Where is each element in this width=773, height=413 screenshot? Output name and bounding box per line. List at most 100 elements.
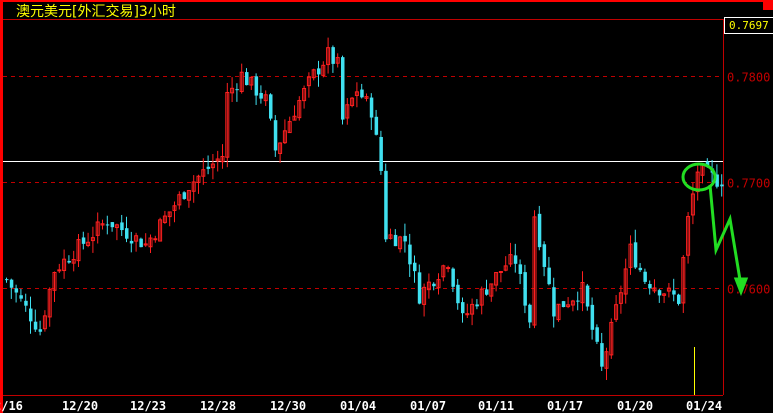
- x-tick-label: 12/28: [200, 399, 236, 413]
- candle-body-down: [672, 290, 676, 295]
- candle-body-up: [297, 100, 302, 119]
- candle-body-up: [465, 313, 470, 316]
- candle-body-up: [652, 287, 657, 292]
- candle-body-down: [456, 284, 460, 304]
- candle-body-down: [715, 174, 719, 187]
- candle-body-down: [537, 213, 542, 248]
- candle-body-up: [311, 69, 316, 79]
- candle-body-up: [287, 121, 292, 134]
- last-price-label: 0.7697: [724, 17, 773, 34]
- x-tick-label: 01/07: [410, 399, 446, 413]
- x-tick-label: 01/20: [617, 399, 653, 413]
- x-tick-label: 01/04: [340, 399, 376, 413]
- candle-body-up: [566, 304, 571, 308]
- candle-body-down: [235, 89, 239, 91]
- candle-body-up: [618, 292, 623, 304]
- candle-body-down: [518, 264, 523, 274]
- y-tick-label: 0.7600: [727, 283, 770, 297]
- candle-body-up: [167, 211, 172, 218]
- arrow-head-icon: [733, 277, 749, 297]
- candle-body-down: [29, 308, 33, 322]
- candle-body-down: [81, 237, 86, 244]
- candle-body-up: [143, 243, 148, 246]
- candle-body-down: [561, 301, 566, 308]
- candle-body-up: [532, 216, 537, 326]
- candle-body-up: [95, 221, 100, 236]
- candle-body-up: [628, 243, 633, 268]
- candle-body-up: [225, 91, 230, 158]
- candle-body-up: [690, 193, 695, 216]
- candle-body-up: [76, 239, 81, 262]
- candle-body-up: [662, 293, 667, 296]
- candle-body-up: [177, 194, 182, 206]
- candle-body-down: [273, 120, 278, 151]
- candle-body-up: [470, 303, 475, 315]
- candle-body-up: [42, 315, 47, 330]
- candle-body-down: [139, 238, 143, 248]
- candle-body-up: [422, 286, 427, 305]
- candle-body-down: [120, 222, 124, 231]
- candle-body-down: [451, 268, 455, 287]
- candle-body-up: [503, 265, 508, 271]
- candle-body-down: [403, 235, 407, 242]
- candle-body-up: [278, 142, 283, 154]
- x-tick-label: 01/24: [686, 399, 722, 413]
- x-tick-label: 01/17: [547, 399, 583, 413]
- candle-body-up: [494, 272, 499, 286]
- candle-body-up: [186, 189, 191, 201]
- candle-body-down: [705, 161, 710, 168]
- candle-body-up: [614, 304, 619, 320]
- candle-body-up: [158, 219, 163, 242]
- candle-body-down: [475, 304, 479, 307]
- candle-body-down: [14, 288, 19, 293]
- candle-body-down: [547, 267, 551, 285]
- candle-body-up: [282, 130, 287, 144]
- candle-body-down: [542, 244, 547, 267]
- candle-body-down: [129, 240, 134, 244]
- candle-body-down: [24, 300, 28, 306]
- candle-body-down: [379, 136, 383, 171]
- candle-body-down: [384, 170, 388, 240]
- highlight-circle: [681, 162, 717, 192]
- candle-body-down: [341, 57, 345, 120]
- candle-body-down: [374, 116, 379, 135]
- candle-body-down: [182, 192, 187, 199]
- candle-body-up: [489, 283, 494, 297]
- candle-body-down: [393, 234, 398, 247]
- candle-body-up: [570, 300, 575, 306]
- candle-body-down: [643, 271, 647, 282]
- candle-body-up: [695, 171, 700, 193]
- candle-body-up: [326, 47, 331, 66]
- candle-body-up: [604, 351, 609, 369]
- candle-body-up: [230, 87, 235, 94]
- candle-body-down: [5, 279, 9, 281]
- candle-body-down: [432, 283, 436, 287]
- candle-body-down: [413, 262, 417, 272]
- candle-body-down: [254, 76, 259, 96]
- candle-body-up: [681, 257, 686, 304]
- candle-body-up: [508, 254, 513, 265]
- candle-body-up: [263, 94, 268, 102]
- candle-body-down: [105, 224, 110, 226]
- candle-body-down: [245, 72, 249, 86]
- annotation: [681, 162, 749, 297]
- x-tick-label: 12/23: [130, 399, 166, 413]
- candle-body-down: [657, 290, 662, 296]
- candle-body-down: [513, 255, 518, 264]
- candle-body-up: [441, 265, 446, 278]
- candle-body-down: [633, 242, 638, 268]
- candle-body-up: [306, 76, 311, 87]
- candle-body-up: [321, 64, 326, 76]
- corner-marker: [763, 0, 773, 10]
- candle-body-up: [220, 156, 225, 163]
- candle-body-down: [317, 68, 321, 75]
- candle-body-up: [215, 158, 220, 162]
- candle-body-up: [162, 215, 167, 223]
- candle-body-down: [677, 294, 681, 304]
- candle-body-down: [206, 166, 211, 169]
- candle-body-down: [552, 287, 556, 317]
- candle-body-down: [485, 289, 489, 295]
- candle-body-up: [292, 115, 297, 121]
- candle-body-up: [623, 268, 628, 295]
